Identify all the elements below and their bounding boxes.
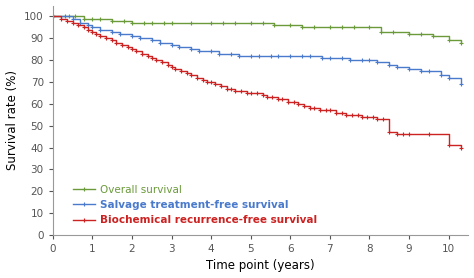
X-axis label: Time point (years): Time point (years)	[206, 259, 315, 272]
Legend: Overall survival, Salvage treatment-free survival, Biochemical recurrence-free s: Overall survival, Salvage treatment-free…	[71, 183, 319, 227]
Y-axis label: Survival rate (%): Survival rate (%)	[6, 70, 18, 170]
